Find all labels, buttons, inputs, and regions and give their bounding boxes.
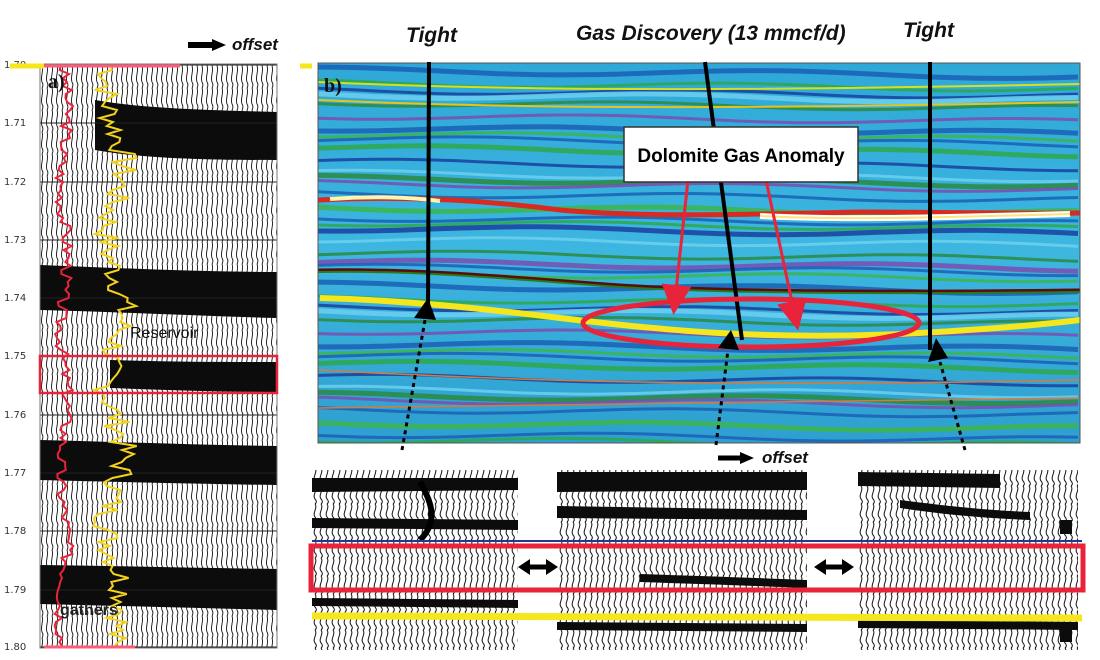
anomaly-callout-label: Dolomite Gas Anomaly	[637, 146, 845, 167]
seismic-band	[318, 220, 1079, 232]
seismic-band	[318, 358, 1079, 375]
panel-a-offset-arrow	[188, 39, 226, 51]
panel-b: b) Tight Gas Discovery (13 mmcf/d) Tight…	[317, 19, 1081, 451]
seismic-band	[318, 249, 1079, 263]
seismic-band	[318, 395, 1079, 410]
seismic-band	[318, 113, 1079, 125]
seismic-band	[318, 351, 1079, 366]
gather-connectors	[400, 298, 967, 451]
gathers-yellow-horizon	[311, 612, 1083, 622]
seismic-band	[318, 100, 1079, 112]
gather-right	[858, 470, 1078, 650]
gathers-offset-arrow	[718, 452, 754, 464]
panel-a-label: a)	[48, 71, 65, 93]
well-gathers: offset	[308, 448, 1086, 650]
seismic-band	[318, 303, 1079, 317]
well-left-label: Tight	[406, 24, 458, 47]
seismic-band	[318, 224, 1079, 238]
seismic-band	[318, 307, 1079, 321]
panel-a-time-gridlines	[40, 64, 277, 648]
time-tick: 1.76	[4, 410, 26, 421]
panel-b-yellow-horizon	[319, 295, 1080, 339]
seismic-band	[318, 91, 1079, 105]
gather-center	[557, 470, 807, 650]
panel-a-reservoir-label: Reservoir	[130, 325, 199, 342]
time-tick: 1.79	[4, 585, 26, 596]
panel-b-seismic-section	[318, 63, 1080, 443]
gathers-reservoir-box	[308, 543, 1086, 593]
panel-a-offset-label: offset	[232, 35, 279, 54]
anomaly-pointer-right	[764, 179, 807, 331]
panel-b-label: b)	[324, 75, 342, 97]
anomaly-pointer-left	[661, 179, 692, 315]
seismic-band	[318, 257, 1079, 274]
time-tick: 1.71	[4, 118, 26, 129]
seismic-band	[318, 419, 1078, 433]
seismic-band	[318, 236, 1079, 248]
seismic-band	[318, 315, 1079, 327]
time-tick: 1.78	[4, 526, 26, 537]
panel-a-reservoir-box	[38, 354, 279, 395]
seismic-band	[318, 348, 1079, 360]
time-tick: 1.75	[4, 351, 26, 362]
seismic-band	[318, 179, 1079, 193]
seismic-band	[318, 215, 1079, 227]
well-center	[703, 61, 744, 341]
well-left	[426, 61, 431, 311]
anomaly-callout-box	[623, 126, 859, 183]
seismic-band	[318, 64, 1079, 81]
seismic-band	[318, 384, 1079, 400]
gather-left	[312, 470, 518, 650]
seismic-band	[318, 340, 1079, 353]
panel-a: offset 1.70 1.71 1.72	[4, 35, 312, 653]
compare-arrow-left	[518, 559, 558, 575]
time-tick: 1.73	[4, 235, 26, 246]
panel-b-frame	[317, 62, 1081, 444]
seismic-band	[318, 406, 1079, 419]
seismic-band	[318, 86, 1079, 100]
dolomite-anomaly-outline	[580, 296, 922, 350]
time-tick: 1.77	[4, 468, 26, 479]
well-right-label: Tight	[903, 19, 955, 42]
time-tick: 1.74	[4, 293, 26, 304]
time-tick: 1.72	[4, 177, 26, 188]
compare-arrow-right	[814, 559, 854, 575]
well-center-label: Gas Discovery (13 mmcf/d)	[576, 22, 846, 45]
seismic-band	[318, 431, 1079, 443]
gathers-offset-label: offset	[762, 448, 809, 467]
panel-a-gathers-label: gathers	[60, 602, 118, 619]
time-tick: 1.80	[4, 642, 26, 653]
panel-a-time-axis: 1.70 1.71 1.72 1.73 1.74 1.75 1.76 1.77 …	[4, 60, 26, 653]
seismic-band	[318, 262, 1078, 278]
